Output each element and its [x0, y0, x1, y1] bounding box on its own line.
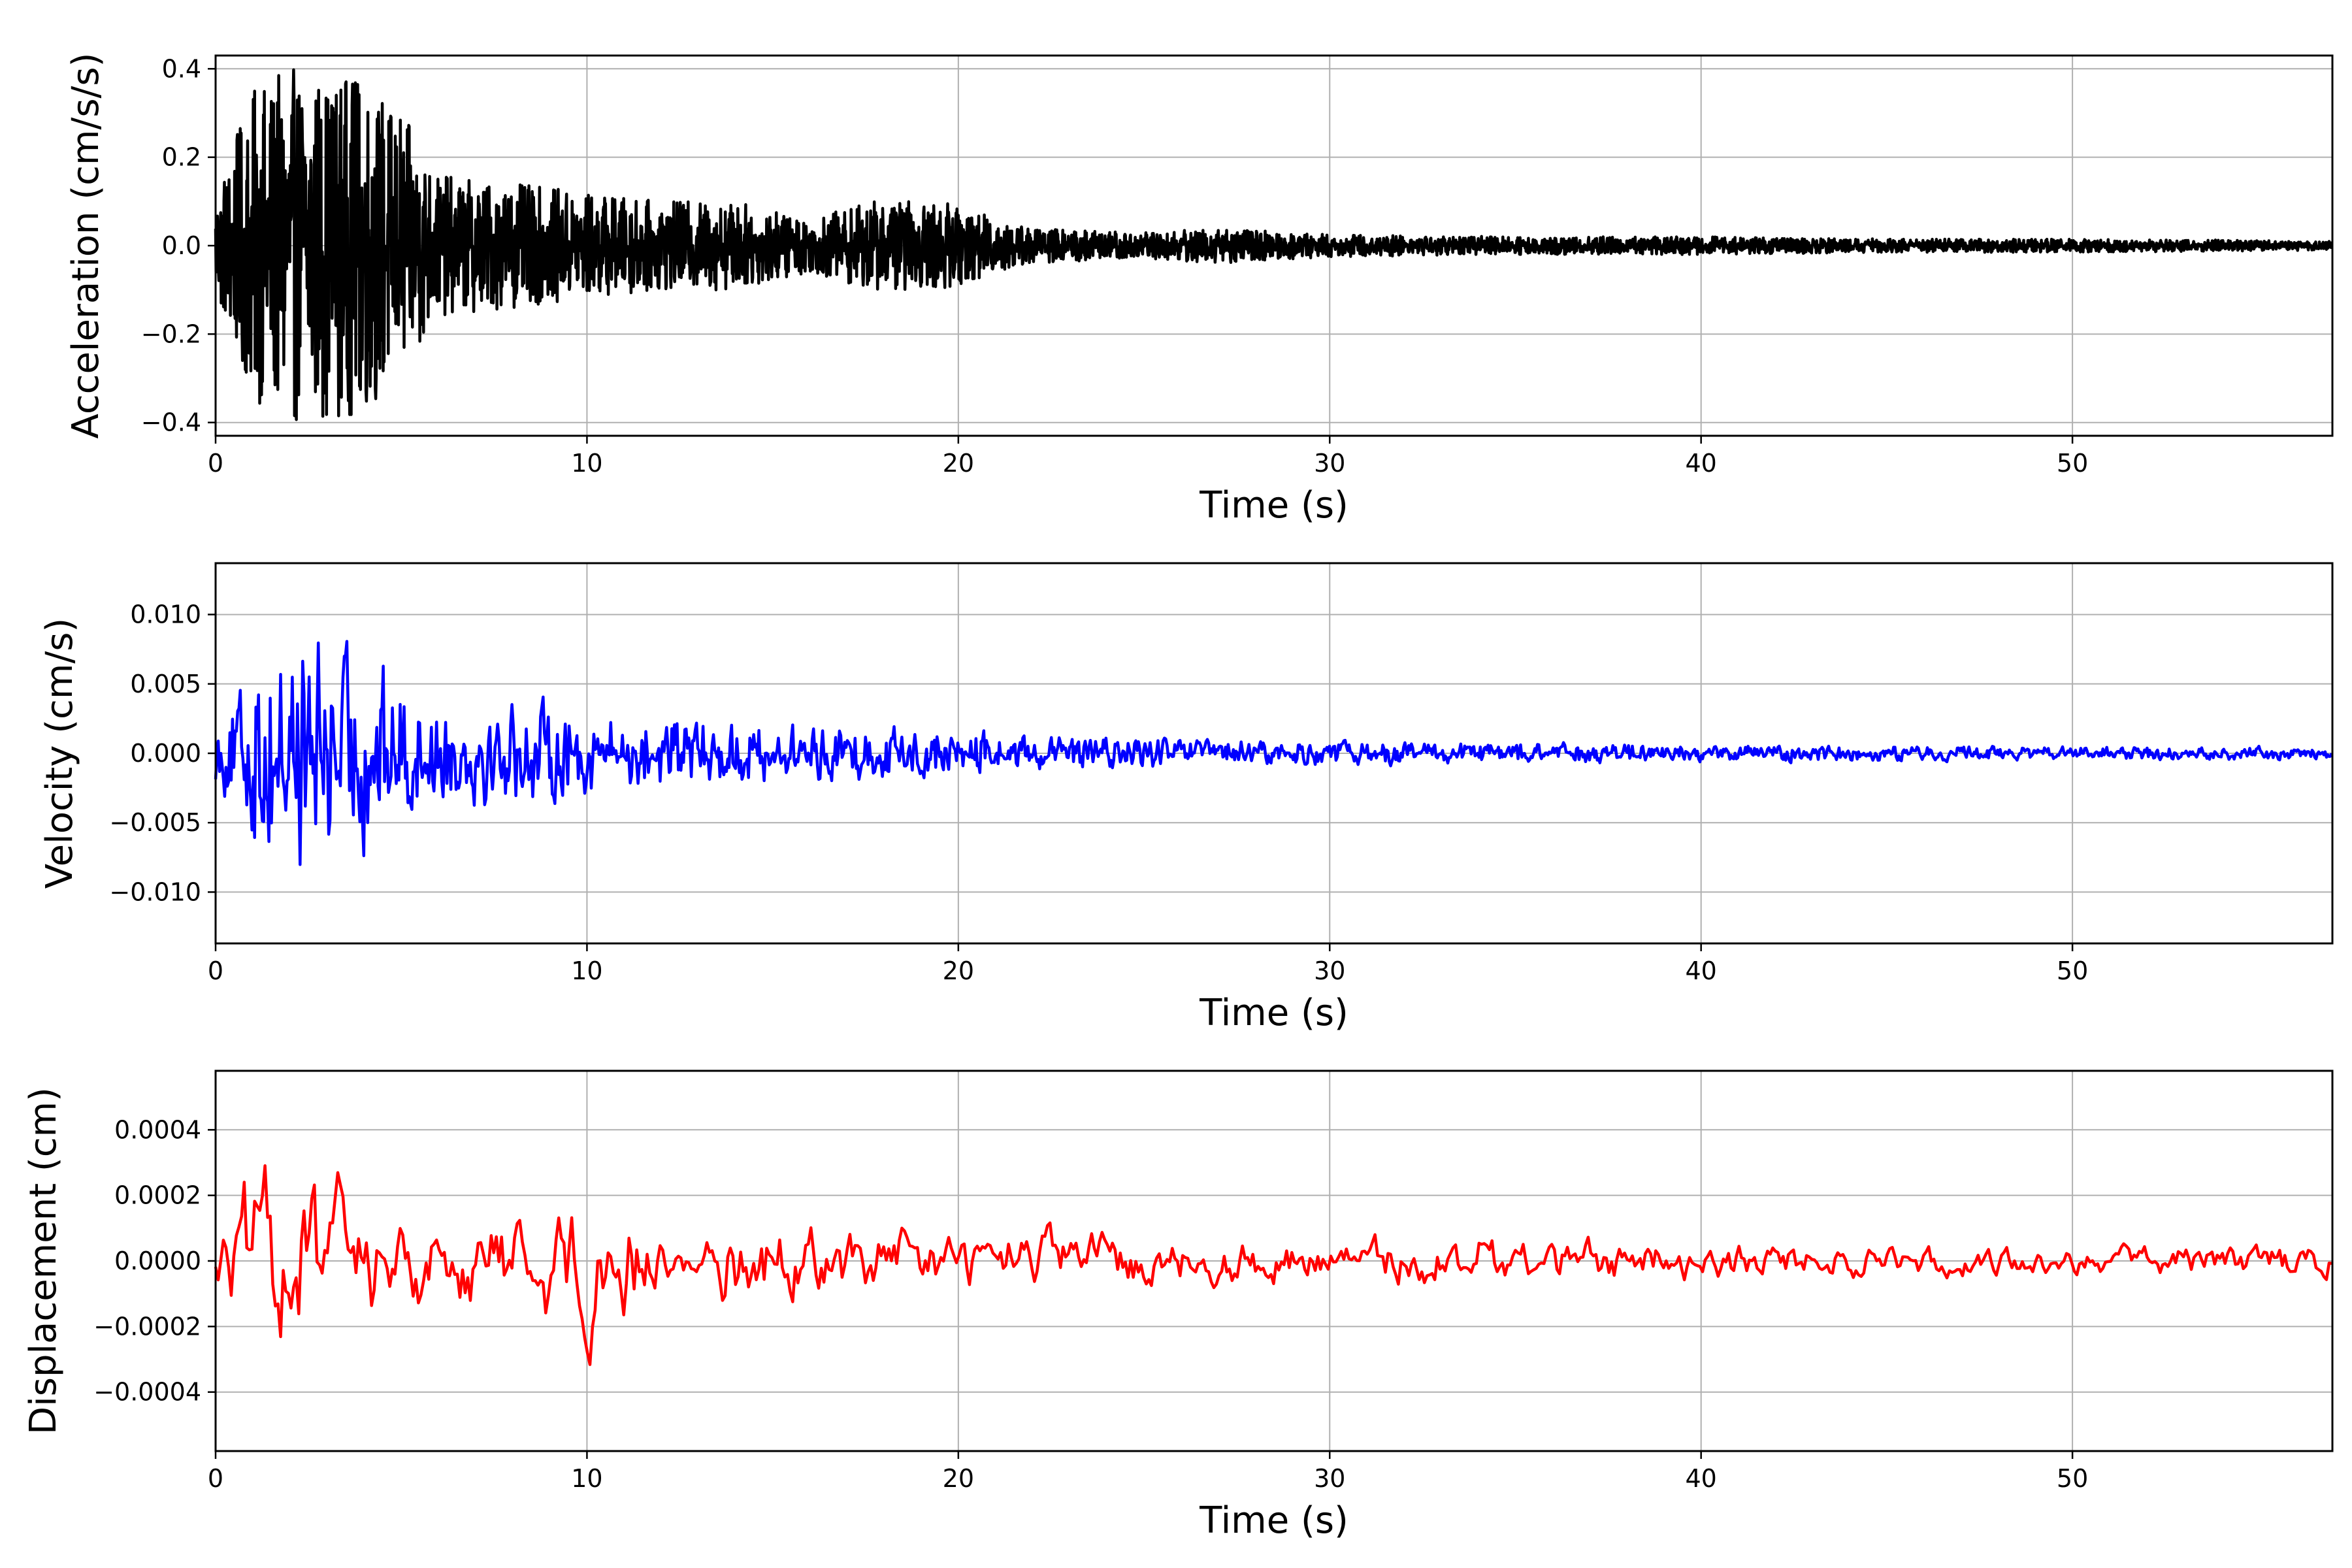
velocity-ytick: 0.010 — [130, 600, 216, 629]
velocity-x-ticks: 0 10 20 30 40 50 — [208, 943, 2088, 985]
displacement-y-axis-label: Displacement (cm) — [22, 1087, 65, 1435]
velocity-xtick-label: 50 — [2057, 956, 2088, 985]
displacement-ytick: 0.0004 — [114, 1115, 216, 1144]
displacement-xtick-label: 40 — [1686, 1464, 1717, 1493]
velocity-ytick-label: 0.010 — [130, 600, 201, 629]
velocity-y-axis-label: Velocity (cm/s) — [39, 618, 81, 889]
acceleration-ytick-label: 0.2 — [162, 143, 201, 172]
displacement-ytick-label: 0.0000 — [114, 1247, 201, 1275]
velocity-xtick-label: 30 — [1314, 956, 1345, 985]
displacement-ytick: 0.0002 — [114, 1181, 216, 1210]
displacement-xtick-label: 20 — [943, 1464, 974, 1493]
acceleration-y-ticks: −0.4 −0.2 0.0 0.2 0.4 — [141, 54, 216, 437]
acceleration-x-ticks: 0 10 20 30 40 50 — [208, 436, 2088, 478]
acceleration-ytick: 0.0 — [162, 231, 216, 260]
acceleration-ytick: 0.4 — [162, 54, 216, 83]
acceleration-xtick-label: 10 — [571, 449, 602, 478]
acceleration-xtick: 40 — [1686, 436, 1717, 478]
displacement-xtick: 30 — [1314, 1451, 1345, 1493]
velocity-ytick-label: −0.005 — [109, 808, 201, 837]
acceleration-trace — [214, 68, 2334, 421]
velocity-xtick: 30 — [1314, 943, 1345, 985]
acceleration-ytick-label: 0.0 — [162, 231, 201, 260]
displacement-xtick: 50 — [2057, 1451, 2088, 1493]
displacement-panel: 0 10 20 30 40 50 −0.0004 −0.0002 0.0000 … — [22, 1070, 2334, 1542]
velocity-y-ticks: −0.010 −0.005 0.000 0.005 0.010 — [109, 600, 216, 906]
velocity-xtick-label: 20 — [943, 956, 974, 985]
displacement-xtick-label: 0 — [208, 1464, 223, 1493]
acceleration-y-axis-label: Acceleration (cm/s/s) — [65, 53, 107, 439]
acceleration-xtick: 50 — [2057, 436, 2088, 478]
velocity-panel: 0 10 20 30 40 50 −0.010 −0.005 0.000 0.0… — [39, 562, 2334, 1034]
velocity-ytick: −0.010 — [109, 877, 216, 906]
acceleration-ytick-label: −0.4 — [141, 408, 201, 437]
velocity-xtick: 0 — [208, 943, 223, 985]
velocity-ytick: 0.000 — [130, 739, 216, 768]
velocity-ytick-label: 0.000 — [130, 739, 201, 768]
displacement-trace — [214, 1164, 2332, 1366]
displacement-ytick-label: 0.0002 — [114, 1181, 201, 1210]
acceleration-xtick-label: 20 — [943, 449, 974, 478]
velocity-ytick: 0.005 — [130, 670, 216, 698]
displacement-xtick: 40 — [1686, 1451, 1717, 1493]
velocity-xtick: 50 — [2057, 943, 2088, 985]
acceleration-xtick-label: 30 — [1314, 449, 1345, 478]
acceleration-xtick-label: 0 — [208, 449, 223, 478]
acceleration-panel: 0 10 20 30 40 50 −0.4 −0.2 0.0 0.2 0.4 T… — [65, 53, 2334, 527]
acceleration-ytick: −0.4 — [141, 408, 216, 437]
velocity-ytick: −0.005 — [109, 808, 216, 837]
displacement-x-axis-label: Time (s) — [1199, 1499, 1348, 1542]
displacement-ytick-label: −0.0004 — [93, 1378, 201, 1407]
acceleration-ytick: 0.2 — [162, 143, 216, 172]
displacement-y-ticks: −0.0004 −0.0002 0.0000 0.0002 0.0004 — [93, 1115, 216, 1407]
displacement-xtick: 10 — [571, 1451, 603, 1493]
displacement-ytick-label: 0.0004 — [114, 1115, 201, 1144]
displacement-xtick: 20 — [943, 1451, 974, 1493]
acceleration-xtick-label: 50 — [2057, 449, 2088, 478]
acceleration-xtick: 10 — [571, 436, 603, 478]
velocity-xtick: 20 — [943, 943, 974, 985]
velocity-ytick-label: −0.010 — [109, 877, 201, 906]
displacement-ytick: −0.0002 — [93, 1312, 216, 1341]
velocity-x-axis-label: Time (s) — [1199, 992, 1348, 1034]
displacement-xtick-label: 30 — [1314, 1464, 1345, 1493]
acceleration-xtick-label: 40 — [1686, 449, 1717, 478]
displacement-ytick: −0.0004 — [93, 1378, 216, 1407]
velocity-xtick-label: 0 — [208, 956, 223, 985]
acceleration-x-axis-label: Time (s) — [1199, 484, 1348, 527]
acceleration-ytick-label: 0.4 — [162, 54, 201, 83]
displacement-x-ticks: 0 10 20 30 40 50 — [208, 1451, 2088, 1493]
acceleration-xtick: 20 — [943, 436, 974, 478]
displacement-xtick-label: 10 — [571, 1464, 602, 1493]
velocity-xtick-label: 40 — [1686, 956, 1717, 985]
displacement-ytick: 0.0000 — [114, 1247, 216, 1275]
acceleration-ytick: −0.2 — [141, 319, 216, 348]
velocity-xtick: 40 — [1686, 943, 1717, 985]
displacement-xtick: 0 — [208, 1451, 223, 1493]
displacement-xtick-label: 50 — [2057, 1464, 2088, 1493]
velocity-ytick-label: 0.005 — [130, 670, 201, 698]
velocity-xtick: 10 — [571, 943, 603, 985]
acceleration-xtick: 30 — [1314, 436, 1345, 478]
acceleration-ytick-label: −0.2 — [141, 319, 201, 348]
displacement-ytick-label: −0.0002 — [93, 1312, 201, 1341]
acceleration-xtick: 0 — [208, 436, 223, 478]
velocity-xtick-label: 10 — [571, 956, 602, 985]
velocity-trace — [214, 640, 2333, 866]
